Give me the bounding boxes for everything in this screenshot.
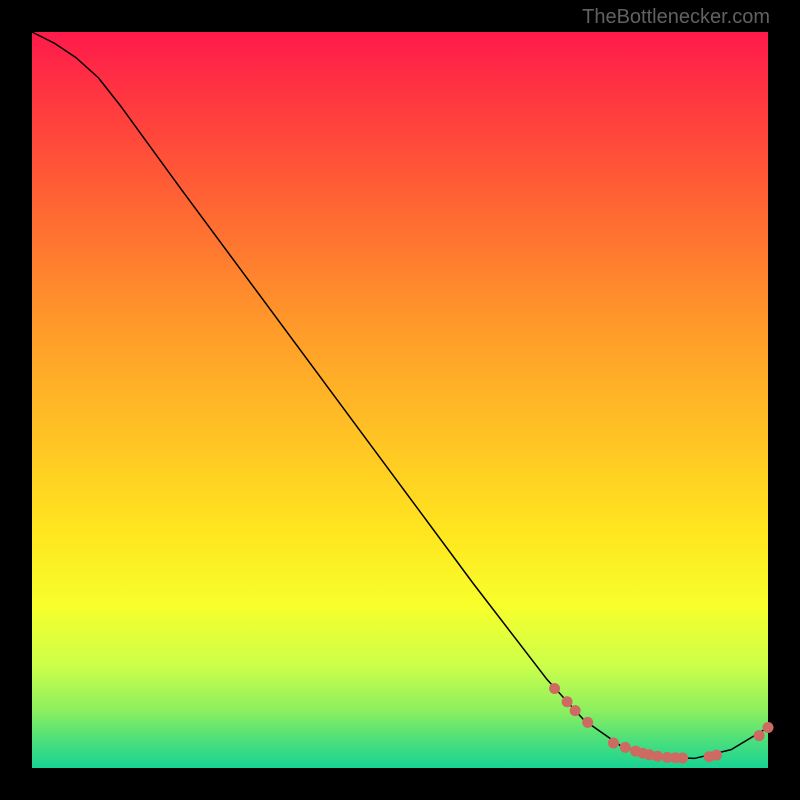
marker-point — [608, 737, 619, 748]
marker-point — [652, 751, 663, 762]
watermark-text: TheBottlenecker.com — [582, 6, 770, 29]
marker-point — [582, 717, 593, 728]
marker-point — [711, 750, 722, 761]
marker-point — [754, 730, 765, 741]
marker-point — [549, 683, 560, 694]
marker-point — [620, 742, 631, 753]
marker-point — [677, 753, 688, 764]
marker-point — [562, 696, 573, 707]
marker-point — [570, 705, 581, 716]
plot-area — [32, 32, 768, 768]
marker-point — [763, 722, 774, 733]
bottleneck-chart — [0, 0, 800, 800]
